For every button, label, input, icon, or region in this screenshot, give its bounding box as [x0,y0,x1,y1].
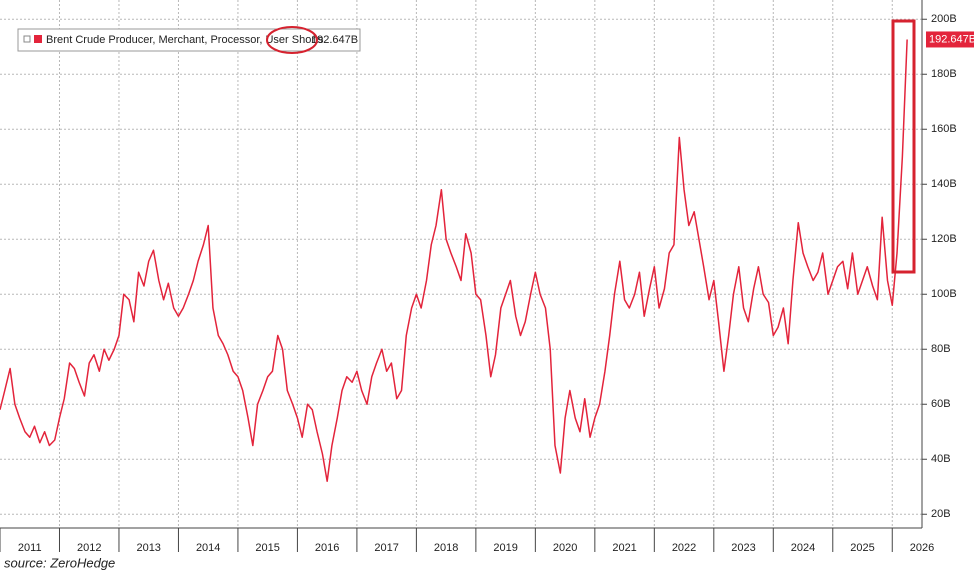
x-tick-label: 2024 [791,542,815,554]
x-tick-label: 2013 [136,542,160,554]
y-tick-label: 200B [931,13,957,25]
y-tick-label: 140B [931,178,957,190]
series-line [0,39,908,482]
x-tick-label: 2020 [553,542,577,554]
y-tick-label: 20B [931,508,951,520]
y-tick-label: 120B [931,233,957,245]
y-tick-label: 40B [931,453,951,465]
x-tick-label: 2019 [493,542,517,554]
legend-toggle[interactable] [23,35,31,43]
legend-swatch [34,35,42,43]
y-tick-label: 60B [931,398,951,410]
y-tick-label: 160B [931,123,957,135]
x-tick-label: 2025 [850,542,874,554]
last-value-box [926,31,974,48]
x-tick-label: 2018 [434,542,458,554]
legend-label: Brent Crude Producer, Merchant, Processo… [46,34,324,46]
x-tick-label: 2012 [77,542,101,554]
legend-value: 192.647B [311,34,358,46]
x-tick-label: 2022 [672,542,696,554]
x-tick-label: 2016 [315,542,339,554]
y-tick-label: 100B [931,288,957,300]
source-note: source: ZeroHedge [4,555,115,570]
x-tick-label: 2017 [374,542,398,554]
annotation-ellipse [266,26,318,54]
x-tick-label: 2015 [255,542,279,554]
legend-box [17,28,361,52]
x-tick-label: 2014 [196,542,220,554]
x-tick-label: 2011 [18,542,42,554]
x-tick-label: 2026 [910,542,934,554]
y-tick-label: 80B [931,343,951,355]
annotation-box [891,19,916,274]
x-tick-label: 2023 [731,542,755,554]
x-tick-label: 2021 [612,542,636,554]
y-tick-label: 180B [931,68,957,80]
last-value-label: 192.647B [929,33,974,45]
plot-layer: 20B 40B 60B 80B 100B 120B 140B 160B 180B 200B 2011… [0,0,974,554]
